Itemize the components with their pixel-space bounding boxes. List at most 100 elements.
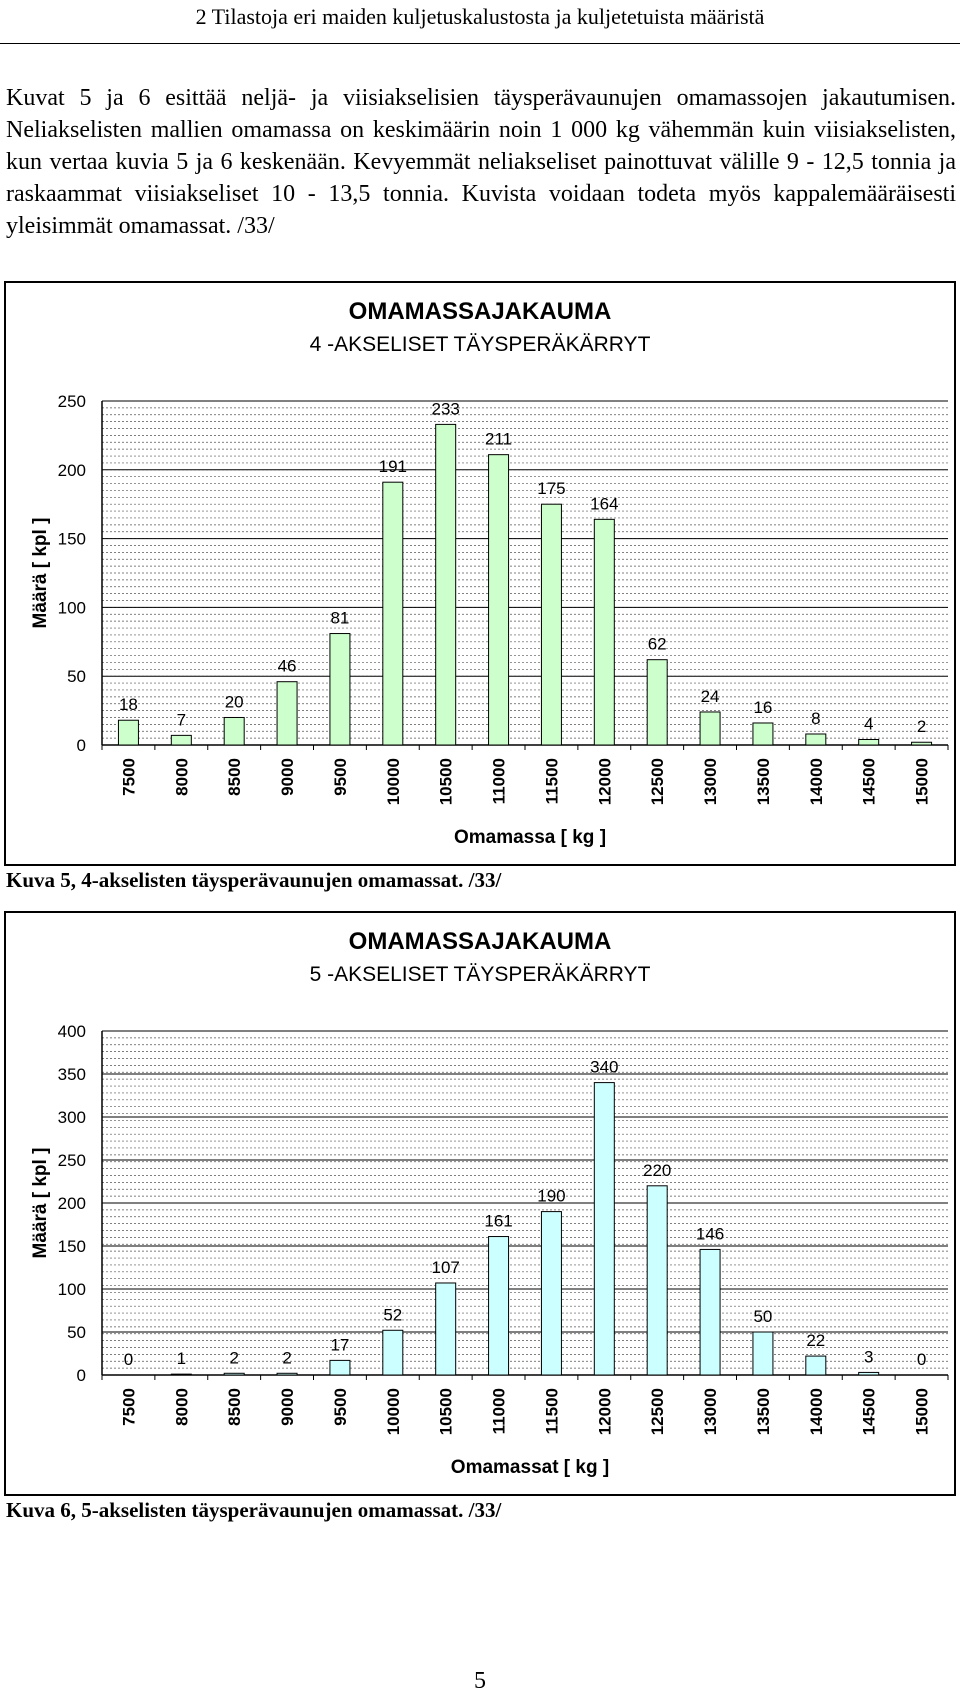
- x-tick-label: 10500: [437, 758, 456, 805]
- x-tick-label: 8000: [172, 758, 191, 796]
- figure-5-chart-svg: OMAMASSAJAKAUMA 4 -AKSELISET TÄYSPERÄKÄRR…: [30, 298, 949, 848]
- x-tick-label: 10500: [437, 1388, 456, 1435]
- y-axis-title: Määrä [ kpl ]: [30, 518, 51, 629]
- bar: [223, 1372, 245, 1376]
- y-tick-label: 400: [58, 1022, 86, 1041]
- x-tick-label: 15000: [913, 1388, 932, 1435]
- bar: [752, 722, 774, 746]
- running-header: 2 Tilastoja eri maiden kuljetuskalustost…: [0, 0, 960, 44]
- data-label: 7: [177, 710, 186, 729]
- figure-6-chart-svg: OMAMASSAJAKAUMA 5 -AKSELISET TÄYSPERÄKÄRR…: [30, 928, 949, 1478]
- body-paragraph: Kuvat 5 ja 6 esittää neljä- ja viisiakse…: [6, 85, 956, 239]
- data-label: 46: [278, 657, 297, 676]
- bar: [382, 481, 404, 746]
- data-label: 2: [917, 717, 926, 736]
- figure-6-chart: OMAMASSAJAKAUMA 5 -AKSELISET TÄYSPERÄKÄRR…: [4, 911, 956, 1496]
- figure-5-caption: Kuva 5, 4-akselisten täysperävaunujen om…: [6, 868, 502, 892]
- x-tick-label: 12000: [595, 758, 614, 805]
- bar: [593, 518, 615, 746]
- bar: [911, 741, 933, 746]
- x-tick-label: 13500: [754, 1388, 773, 1435]
- y-tick-label: 200: [58, 461, 86, 480]
- data-label: 16: [753, 698, 772, 717]
- x-tick-label: 7500: [119, 758, 138, 796]
- bar: [858, 738, 880, 746]
- bar: [646, 1185, 668, 1376]
- bar: [117, 719, 139, 746]
- y-tick-label: 350: [58, 1065, 86, 1084]
- x-tick-label: 9500: [331, 758, 350, 796]
- y-tick-label: 150: [58, 530, 86, 549]
- data-label: 4: [864, 714, 873, 733]
- x-tick-label: 12500: [648, 1388, 667, 1435]
- data-label: 107: [432, 1258, 460, 1277]
- y-tick-label: 50: [67, 667, 86, 686]
- bar: [646, 659, 668, 746]
- data-label: 20: [225, 692, 244, 711]
- y-tick-label: 200: [58, 1194, 86, 1213]
- chart-title: OMAMASSAJAKAUMA: [349, 928, 612, 955]
- data-label: 3: [864, 1347, 873, 1366]
- bar: [540, 1211, 562, 1376]
- x-tick-label: 14000: [807, 758, 826, 805]
- bar: [593, 1082, 615, 1376]
- bar: [329, 633, 351, 746]
- data-label: 2: [229, 1348, 238, 1367]
- figure-6-caption: Kuva 6, 5-akselisten täysperävaunujen om…: [6, 1498, 502, 1522]
- bar: [488, 454, 510, 746]
- data-label: 0: [917, 1350, 926, 1369]
- bar: [540, 503, 562, 746]
- x-tick-label: 11000: [490, 758, 509, 804]
- y-axis-title: Määrä [ kpl ]: [30, 1148, 51, 1259]
- bar: [276, 1372, 298, 1376]
- x-tick-label: 8500: [225, 758, 244, 796]
- data-label: 52: [383, 1305, 402, 1324]
- bar: [805, 1355, 827, 1376]
- data-label: 24: [701, 687, 720, 706]
- data-label: 17: [330, 1335, 349, 1354]
- x-tick-label: 9500: [331, 1388, 350, 1426]
- x-tick-label: 14500: [860, 758, 879, 805]
- x-tick-label: 10000: [384, 758, 403, 805]
- x-tick-label: 8000: [172, 1388, 191, 1426]
- x-tick-label: 14500: [860, 1388, 879, 1435]
- bar: [858, 1371, 880, 1376]
- data-label: 8: [811, 709, 820, 728]
- y-tick-label: 0: [77, 1366, 86, 1385]
- x-tick-label: 11000: [490, 1388, 509, 1434]
- data-label: 175: [537, 479, 565, 498]
- data-label: 340: [590, 1058, 618, 1077]
- data-label: 191: [379, 457, 407, 476]
- data-label: 161: [484, 1212, 512, 1231]
- bar: [170, 734, 192, 746]
- x-tick-label: 9000: [278, 1388, 297, 1426]
- data-label: 220: [643, 1161, 671, 1180]
- y-tick-label: 300: [58, 1108, 86, 1127]
- x-tick-label: 11500: [542, 1388, 561, 1434]
- bar: [488, 1236, 510, 1376]
- bar: [170, 1373, 192, 1376]
- y-tick-label: 100: [58, 1280, 86, 1299]
- x-axis-title: Omamassa [ kg ]: [454, 827, 606, 848]
- data-label: 164: [590, 494, 618, 513]
- data-label: 22: [806, 1331, 825, 1350]
- data-label: 233: [432, 399, 460, 418]
- chart-subtitle: 4 -AKSELISET TÄYSPERÄKÄRRYT: [310, 333, 651, 356]
- x-tick-label: 12500: [648, 758, 667, 805]
- chart-subtitle: 5 -AKSELISET TÄYSPERÄKÄRRYT: [310, 963, 651, 986]
- bar: [276, 681, 298, 746]
- data-label: 62: [648, 635, 667, 654]
- page-number: 5: [474, 1668, 486, 1694]
- x-tick-label: 14000: [807, 1388, 826, 1435]
- data-label: 2: [282, 1348, 291, 1367]
- x-tick-label: 13500: [754, 758, 773, 805]
- y-tick-label: 150: [58, 1237, 86, 1256]
- bar: [223, 716, 245, 746]
- data-label: 1: [177, 1349, 186, 1368]
- x-tick-label: 7500: [119, 1388, 138, 1426]
- bar: [699, 1248, 721, 1376]
- y-tick-label: 0: [77, 736, 86, 755]
- x-tick-label: 11500: [542, 758, 561, 804]
- x-tick-label: 8500: [225, 1388, 244, 1426]
- y-tick-label: 100: [58, 598, 86, 617]
